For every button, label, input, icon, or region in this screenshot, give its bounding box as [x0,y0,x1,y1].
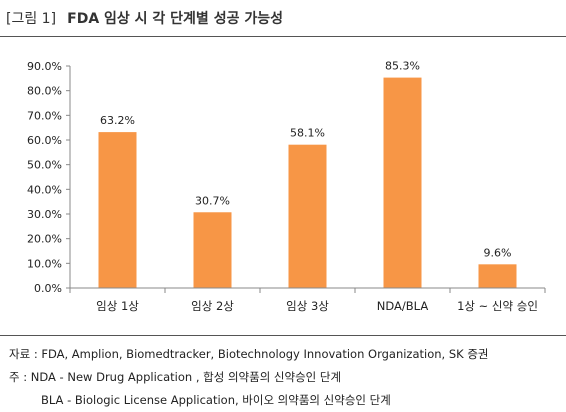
bar [193,212,232,288]
bar [98,132,137,288]
x-tick-label: 임상 1상 [96,299,139,313]
y-axis: 0.0% 10.0% 20.0% 30.0% 40.0% 50.0% 60.0% 70.0% 8… [27,60,71,295]
y-tick-label: 20.0% [27,233,62,246]
x-tick-label: 1상 ~ 신약 승인 [457,299,538,313]
y-tick-label: 30.0% [27,208,62,221]
data-label: 63.2% [100,114,135,127]
y-tick-label: 90.0% [27,60,62,73]
data-label: 30.7% [195,194,230,207]
y-tick-label: 0.0% [34,282,62,295]
bar [288,144,327,288]
bottom-rule [0,335,566,336]
y-tick-label: 50.0% [27,159,62,172]
top-rule [0,36,566,37]
notes-block: 자료 : FDA, Amplion, Biomedtracker, Biotec… [9,343,559,412]
footnote-bla: BLA - Biologic License Application, 바이오 … [41,393,391,407]
data-label: 85.3% [385,60,420,73]
y-tick-label: 70.0% [27,109,62,122]
y-tick-label: 60.0% [27,134,62,147]
y-tick-label: 80.0% [27,85,62,98]
bar [383,77,422,288]
x-tick-label: NDA/BLA [377,299,429,313]
bar [478,264,517,288]
footnote-nda: 주 : NDA - New Drug Application , 합성 의약품의… [9,370,342,384]
figure-title-row: [그림 1] FDA 임상 시 각 단계별 성공 가능성 [6,8,560,34]
x-tick-label: 임상 2상 [191,299,234,313]
bar-chart: 0.0% 10.0% 20.0% 30.0% 40.0% 50.0% 60.0% 70.0% 8… [27,60,546,313]
x-axis: 임상 1상 임상 2상 임상 3상 NDA/BLA 1상 ~ 신약 승인 [69,287,546,313]
figure-tag: [그림 1] [6,11,57,27]
figure-title: FDA 임상 시 각 단계별 성공 가능성 [67,11,283,27]
data-label: 58.1% [290,127,325,140]
y-tick-label: 40.0% [27,183,62,196]
source-note: 자료 : FDA, Amplion, Biomedtracker, Biotec… [9,347,489,361]
y-tick-label: 10.0% [27,257,62,270]
data-label: 9.6% [484,246,512,259]
bars-group: 63.2% 30.7% 58.1% 85.3% 9.6% [98,60,517,288]
x-tick-label: 임상 3상 [286,299,329,313]
